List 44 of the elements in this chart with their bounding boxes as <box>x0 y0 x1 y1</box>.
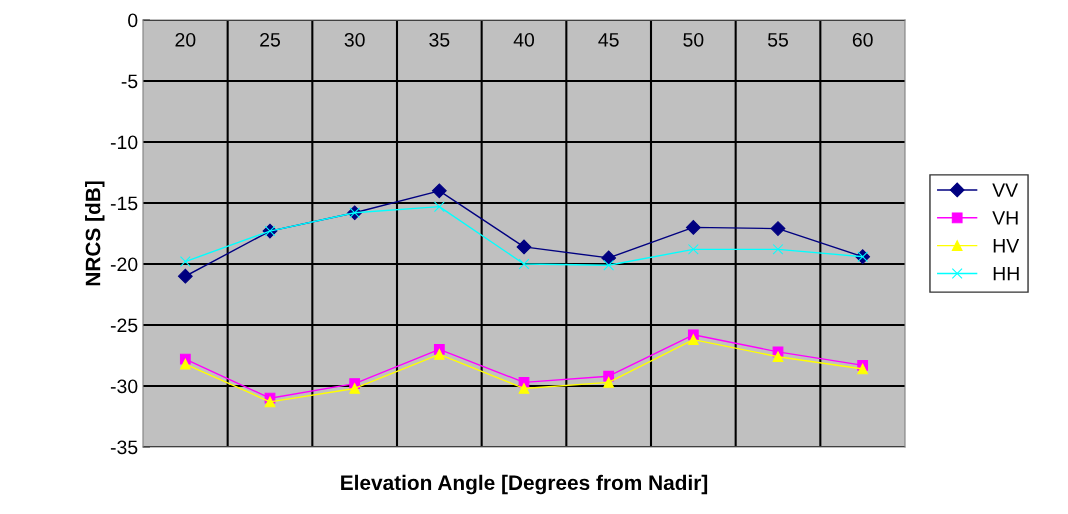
y-tick-label: -30 <box>110 379 138 394</box>
y-tick-label: -25 <box>110 318 138 333</box>
x-tick-label: 55 <box>767 33 788 47</box>
point <box>685 220 701 235</box>
point <box>349 383 361 394</box>
point <box>518 258 530 270</box>
x-tick-label: 30 <box>344 32 365 47</box>
point <box>177 268 193 284</box>
legend-label: HH <box>993 266 1019 281</box>
point <box>687 334 699 346</box>
x-axis-title: Elevation Angle [Degrees from Nadir] <box>341 474 708 495</box>
y-tick-label: -35 <box>110 440 138 455</box>
point <box>603 259 615 271</box>
point <box>857 363 869 375</box>
point <box>433 348 445 360</box>
legend-label: VH <box>992 211 1018 225</box>
point <box>770 221 786 237</box>
y-tick-label: -15 <box>110 196 138 211</box>
point <box>179 256 191 267</box>
x-tick-label: 50 <box>683 32 704 47</box>
point <box>518 383 530 394</box>
x-tick-label: 20 <box>175 32 196 47</box>
legend-label: VV <box>992 183 1019 197</box>
x-tick-label: 35 <box>429 32 450 47</box>
x-tick-label: 45 <box>598 33 619 47</box>
point <box>516 239 532 255</box>
x-tick-label: 40 <box>513 32 535 47</box>
point <box>601 250 617 266</box>
y-tick-label: -5 <box>121 74 138 89</box>
point <box>433 201 445 213</box>
x-tick-label: 25 <box>260 32 280 47</box>
legend-label: HV <box>993 239 1020 253</box>
point <box>772 243 784 255</box>
x-tick-label: 60 <box>852 32 873 47</box>
y-axis-title: NRCS [dB] <box>85 181 105 286</box>
point <box>687 243 699 255</box>
point <box>772 351 784 363</box>
y-tick-label: -10 <box>110 135 138 150</box>
point <box>603 376 615 388</box>
y-tick-label: 0 <box>128 13 138 28</box>
point <box>179 358 191 370</box>
point <box>264 396 276 408</box>
y-tick-label: -20 <box>110 257 138 272</box>
point <box>431 183 447 199</box>
